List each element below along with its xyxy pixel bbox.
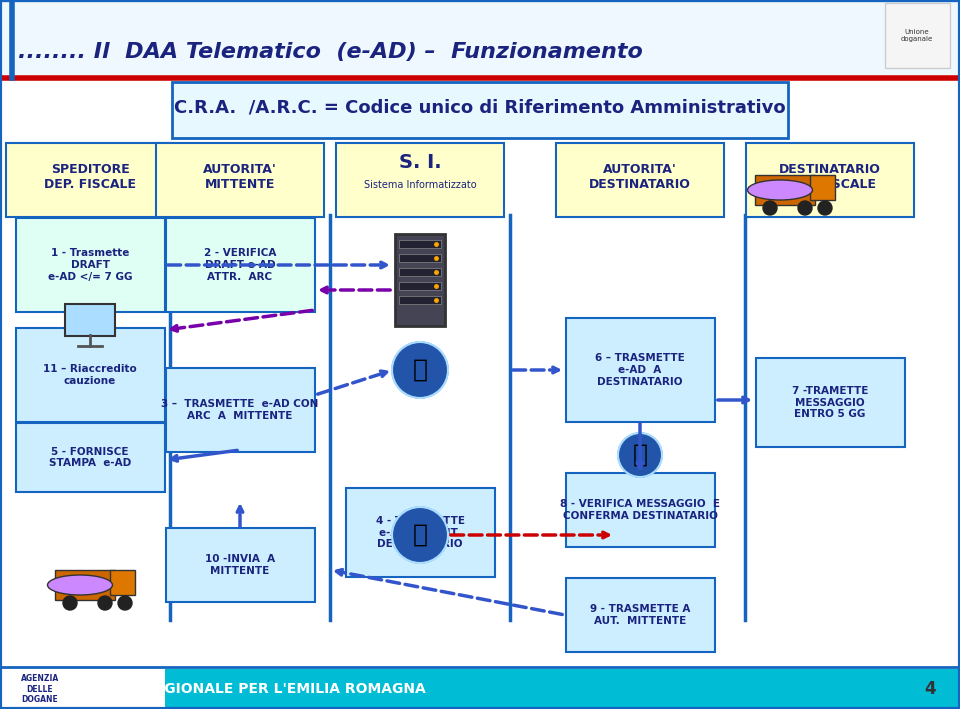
FancyBboxPatch shape bbox=[885, 3, 950, 68]
FancyBboxPatch shape bbox=[399, 268, 441, 276]
FancyBboxPatch shape bbox=[556, 143, 724, 217]
Text: 🌐: 🌐 bbox=[633, 443, 647, 467]
FancyBboxPatch shape bbox=[566, 578, 715, 652]
Text: Sistema Informatizzato: Sistema Informatizzato bbox=[364, 180, 476, 190]
FancyBboxPatch shape bbox=[395, 234, 445, 326]
Circle shape bbox=[763, 201, 777, 215]
Text: 3 –  TRASMETTE  e-AD CON
ARC  A  MITTENTE: 3 – TRASMETTE e-AD CON ARC A MITTENTE bbox=[161, 399, 319, 421]
Text: SPEDITORE
DEP. FISCALE: SPEDITORE DEP. FISCALE bbox=[44, 163, 136, 191]
Text: 5 - FORNISCE
STAMPA  e-AD: 5 - FORNISCE STAMPA e-AD bbox=[49, 447, 132, 469]
Text: 2 - VERIFICA
DRAFT e-AD
ATTR.  ARC: 2 - VERIFICA DRAFT e-AD ATTR. ARC bbox=[204, 248, 276, 281]
FancyBboxPatch shape bbox=[166, 218, 315, 312]
FancyBboxPatch shape bbox=[166, 528, 315, 602]
Circle shape bbox=[98, 596, 112, 610]
FancyBboxPatch shape bbox=[810, 175, 835, 200]
FancyBboxPatch shape bbox=[756, 358, 905, 447]
FancyBboxPatch shape bbox=[399, 282, 441, 290]
Text: 9 - TRASMETTE A
AUT.  MITTENTE: 9 - TRASMETTE A AUT. MITTENTE bbox=[589, 604, 690, 626]
Text: AUTORITA'
MITTENTE: AUTORITA' MITTENTE bbox=[204, 163, 276, 191]
FancyBboxPatch shape bbox=[110, 570, 135, 595]
Circle shape bbox=[818, 201, 832, 215]
Text: 10 -INVIA  A
MITTENTE: 10 -INVIA A MITTENTE bbox=[204, 554, 276, 576]
FancyBboxPatch shape bbox=[346, 488, 495, 577]
Circle shape bbox=[118, 596, 132, 610]
Text: 🌐: 🌐 bbox=[413, 523, 427, 547]
FancyBboxPatch shape bbox=[566, 318, 715, 422]
Circle shape bbox=[618, 433, 662, 477]
Ellipse shape bbox=[748, 180, 812, 200]
FancyBboxPatch shape bbox=[6, 143, 174, 217]
FancyBboxPatch shape bbox=[65, 304, 115, 336]
Text: C.R.A.  /A.R.C. = Codice unico di Riferimento Amministrativo: C.R.A. /A.R.C. = Codice unico di Riferim… bbox=[174, 99, 786, 117]
Text: 6 – TRASMETTE
e-AD  A
DESTINATARIO: 6 – TRASMETTE e-AD A DESTINATARIO bbox=[595, 353, 684, 386]
FancyBboxPatch shape bbox=[399, 254, 441, 262]
FancyBboxPatch shape bbox=[166, 368, 315, 452]
Text: 1 - Trasmette
DRAFT
e-AD </= 7 GG: 1 - Trasmette DRAFT e-AD </= 7 GG bbox=[48, 248, 132, 281]
FancyBboxPatch shape bbox=[399, 240, 441, 248]
Text: AUTORITA'
DESTINATARIO: AUTORITA' DESTINATARIO bbox=[589, 163, 691, 191]
Text: 🌐: 🌐 bbox=[413, 358, 427, 382]
Text: DIREZIONE REGIONALE PER L'EMILIA ROMAGNA: DIREZIONE REGIONALE PER L'EMILIA ROMAGNA bbox=[54, 682, 426, 696]
FancyBboxPatch shape bbox=[16, 328, 165, 422]
Circle shape bbox=[798, 201, 812, 215]
Circle shape bbox=[63, 596, 77, 610]
FancyBboxPatch shape bbox=[16, 423, 165, 492]
Text: 11 – Riaccredito
cauzione: 11 – Riaccredito cauzione bbox=[43, 364, 137, 386]
FancyBboxPatch shape bbox=[336, 143, 504, 217]
FancyBboxPatch shape bbox=[0, 0, 960, 75]
FancyBboxPatch shape bbox=[755, 175, 815, 205]
Text: 4: 4 bbox=[924, 680, 936, 698]
Bar bbox=[0, 669, 960, 709]
Circle shape bbox=[392, 507, 448, 563]
Text: AGENZIA
DELLE
DOGANE: AGENZIA DELLE DOGANE bbox=[21, 674, 60, 704]
FancyBboxPatch shape bbox=[55, 570, 115, 600]
Text: S. I.: S. I. bbox=[398, 152, 442, 172]
FancyBboxPatch shape bbox=[566, 473, 715, 547]
FancyBboxPatch shape bbox=[746, 143, 914, 217]
FancyBboxPatch shape bbox=[172, 82, 788, 138]
Ellipse shape bbox=[47, 575, 112, 595]
FancyBboxPatch shape bbox=[156, 143, 324, 217]
Bar bbox=[0, 667, 165, 709]
Text: ........ Il  DAA Telematico  (e-AD) –  Funzionamento: ........ Il DAA Telematico (e-AD) – Funz… bbox=[18, 42, 643, 62]
Circle shape bbox=[392, 342, 448, 398]
Text: 4 - TRASMETTE
e-AD  AD AUT.
DESTINATARIO: 4 - TRASMETTE e-AD AD AUT. DESTINATARIO bbox=[375, 516, 465, 549]
Text: 7 -TRAMETTE
MESSAGGIO
ENTRO 5 GG: 7 -TRAMETTE MESSAGGIO ENTRO 5 GG bbox=[792, 386, 868, 419]
FancyBboxPatch shape bbox=[399, 296, 441, 304]
FancyBboxPatch shape bbox=[16, 218, 165, 312]
Text: 8 - VERIFICA MESSAGGIO  E
CONFERMA DESTINATARIO: 8 - VERIFICA MESSAGGIO E CONFERMA DESTIN… bbox=[560, 499, 720, 521]
Text: Unione
doganale: Unione doganale bbox=[900, 28, 933, 42]
Text: DESTINATARIO
DEP. FISCALE: DESTINATARIO DEP. FISCALE bbox=[780, 163, 881, 191]
